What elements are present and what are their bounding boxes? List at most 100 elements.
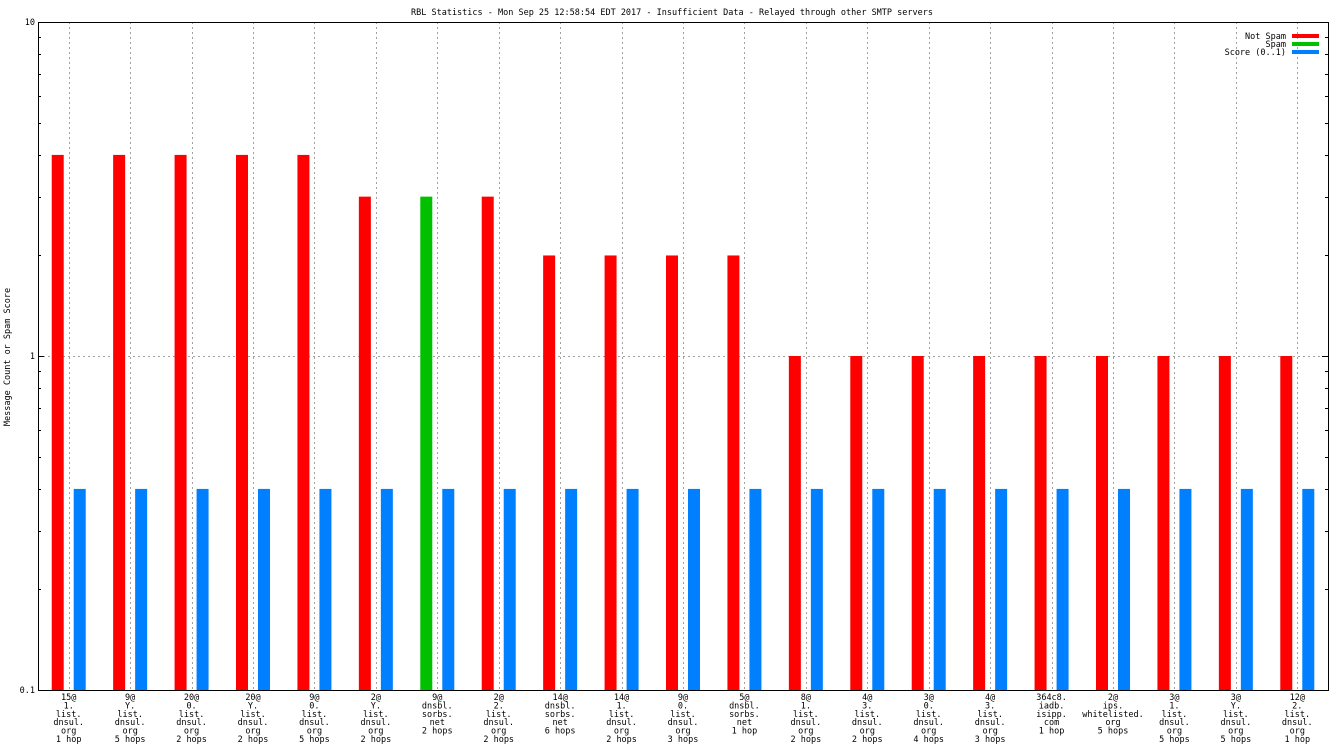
x-tick-label: org <box>184 727 199 737</box>
x-tick-label: 4@ <box>862 693 872 703</box>
x-tick-label: 0. <box>678 701 688 711</box>
x-tick-label: sorbs. <box>729 710 760 720</box>
x-tick-label: dnsul. <box>176 718 207 728</box>
x-tick-label: 2 hops <box>483 735 514 745</box>
legend-swatch <box>1292 50 1319 54</box>
x-tick-label: 2. <box>1292 701 1302 711</box>
bar-score <box>1302 488 1315 690</box>
bar-not-spam <box>174 154 187 690</box>
bar-score <box>135 488 148 690</box>
x-tick-label: dnsul. <box>238 718 269 728</box>
x-tick-label: 5 hops <box>115 735 146 745</box>
x-tick-label: 3 hops <box>668 735 699 745</box>
x-tick-label: 2 hops <box>360 735 391 745</box>
x-tick-label: list. <box>1284 710 1310 720</box>
x-tick-label: list. <box>363 710 389 720</box>
bar-score <box>1179 488 1192 690</box>
x-tick-label: 3. <box>985 701 995 711</box>
bar-score <box>1240 488 1253 690</box>
x-tick-label: org <box>368 727 383 737</box>
bar-not-spam <box>358 196 371 691</box>
x-tick-label: 15@ <box>61 693 76 703</box>
x-tick-label: org <box>1228 727 1243 737</box>
x-tick-label: 0. <box>186 701 196 711</box>
x-tick-label: 1. <box>616 701 626 711</box>
x-tick-label: 6 hops <box>545 727 576 737</box>
x-tick-label: 1 hop <box>732 727 758 737</box>
x-tick-label: dnsul. <box>299 718 330 728</box>
x-tick-label: org <box>921 727 936 737</box>
x-tick-label: dnsul. <box>852 718 883 728</box>
x-tick-label: net <box>430 718 445 728</box>
x-tick-label: 3@ <box>1169 693 1179 703</box>
x-tick-label: 3. <box>862 701 872 711</box>
y-tick-label: 0.1 <box>20 686 35 696</box>
x-tick-label: list. <box>916 710 942 720</box>
x-tick-label: 20@ <box>184 693 199 703</box>
bar-score <box>565 488 578 690</box>
x-tick-label: 1 hop <box>1039 727 1065 737</box>
bar-score <box>380 488 393 690</box>
x-tick-label: 1. <box>801 701 811 711</box>
bar-score <box>688 488 700 690</box>
x-tick-label: net <box>737 718 752 728</box>
y-tick-label: 1 <box>30 352 35 362</box>
x-tick-label: 3 hops <box>975 735 1006 745</box>
x-tick-label: org <box>614 727 629 737</box>
x-tick-label: dnsul. <box>913 718 944 728</box>
y-tick-label: 10 <box>25 18 35 28</box>
bar-not-spam <box>1157 356 1170 690</box>
x-tick-label: list. <box>1162 710 1188 720</box>
x-tick-label: 2@ <box>494 693 504 703</box>
x-tick-label: list. <box>609 710 635 720</box>
bar-score <box>626 488 639 690</box>
bar-not-spam <box>604 255 617 690</box>
x-tick-label: 8@ <box>801 693 811 703</box>
x-tick-label: list. <box>117 710 143 720</box>
x-tick-label: 5 hops <box>1159 735 1190 745</box>
x-tick-label: 1 hop <box>56 735 82 745</box>
x-tick-label: list. <box>302 710 328 720</box>
x-tick-label: 9@ <box>125 693 135 703</box>
chart-title: RBL Statistics - Mon Sep 25 12:58:54 EDT… <box>411 8 933 18</box>
x-tick-label: org <box>307 727 322 737</box>
x-tick-label: dnsul. <box>53 718 84 728</box>
x-tick-label: list. <box>240 710 266 720</box>
x-tick-label: list. <box>670 710 696 720</box>
x-tick-label: whitelisted. <box>1082 710 1143 720</box>
legend-label: Score (0..1) <box>1225 48 1286 58</box>
x-tick-label: dnsbl. <box>545 701 576 711</box>
x-tick-label: 5 hops <box>1220 735 1251 745</box>
x-tick-label: list. <box>486 710 512 720</box>
x-tick-label: list. <box>56 710 82 720</box>
x-tick-label: sorbs. <box>422 710 453 720</box>
x-tick-label: 3@ <box>924 693 934 703</box>
bar-not-spam <box>297 154 310 690</box>
x-tick-label: 0. <box>924 701 934 711</box>
x-tick-label: Y. <box>125 701 135 711</box>
x-tick-label: org <box>122 727 137 737</box>
bar-not-spam <box>850 356 863 690</box>
y-axis-label: Message Count or Spam Score <box>3 288 13 426</box>
x-tick-label: 5@ <box>739 693 749 703</box>
x-tick-label: dnsul. <box>360 718 391 728</box>
x-tick-label: org <box>61 727 76 737</box>
legend-label: Spam <box>1266 40 1286 50</box>
x-tick-label: 14@ <box>552 693 567 703</box>
x-tick-label: org <box>675 727 690 737</box>
bar-score <box>749 488 762 690</box>
bar-score <box>1118 488 1130 690</box>
x-tick-label: dnsul. <box>606 718 637 728</box>
x-tick-label: 9@ <box>678 693 688 703</box>
bar-not-spam <box>543 255 556 690</box>
x-tick-label: org <box>982 727 997 737</box>
bar-score <box>810 488 823 690</box>
bar-score <box>442 488 455 690</box>
x-tick-label: 3@ <box>1231 693 1241 703</box>
x-tick-label: 2 hops <box>790 735 821 745</box>
bar-not-spam <box>666 255 678 690</box>
bar-score <box>196 488 209 690</box>
